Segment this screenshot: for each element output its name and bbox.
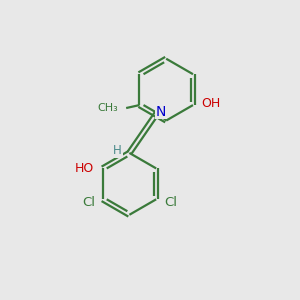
- Text: Cl: Cl: [82, 196, 95, 209]
- Text: HO: HO: [75, 162, 94, 175]
- Text: CH₃: CH₃: [97, 103, 118, 113]
- Text: N: N: [156, 105, 166, 119]
- Text: H: H: [113, 144, 122, 157]
- Text: Cl: Cl: [164, 196, 177, 209]
- Text: OH: OH: [202, 97, 221, 110]
